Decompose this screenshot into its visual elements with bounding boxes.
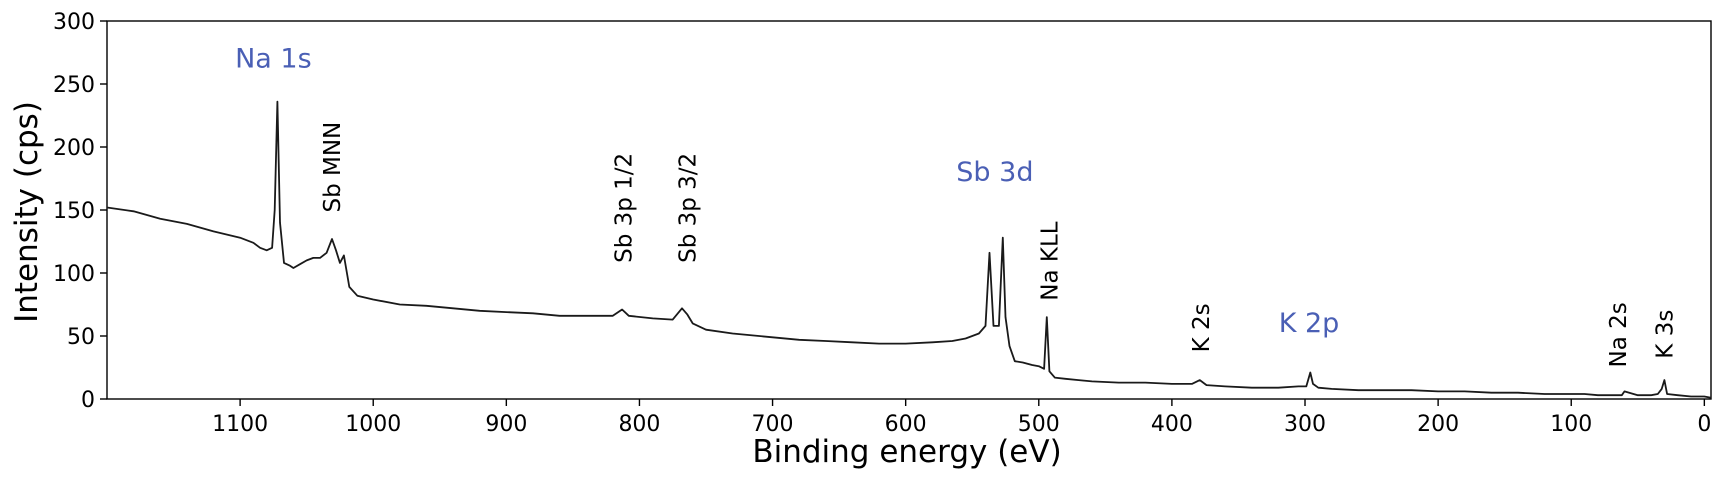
y-axis-title: Intensity (cps) [9, 101, 45, 323]
peak-annotations: Na 1s Sb MNN Sb 3p 1/2 Sb 3p 3/2 Sb 3d Na KLL… [235, 44, 1678, 368]
x-axis-title: Binding energy (eV) [752, 434, 1061, 470]
peak-label-na-kll: Na KLL [1037, 221, 1063, 301]
spectrum-line [106, 100, 1712, 399]
x-tick-label: 500 [1018, 412, 1060, 437]
peak-label-sb-3p-3-2: Sb 3p 3/2 [675, 153, 701, 263]
y-tick-label: 300 [53, 10, 95, 35]
x-tick-label: 800 [618, 412, 660, 437]
peak-label-k-2s: K 2s [1189, 303, 1215, 352]
peak-label-k-3s: K 3s [1652, 310, 1678, 359]
x-tick-label: 0 [1697, 412, 1711, 437]
y-tick-label: 200 [53, 136, 95, 161]
peak-label-na-1s: Na 1s [235, 44, 312, 75]
x-tick-label: 700 [752, 412, 794, 437]
peak-label-sb-mnn: Sb MNN [320, 122, 346, 213]
plot-border [106, 20, 1712, 400]
x-tick-label: 1000 [345, 412, 401, 437]
y-axis: 0 50 100 150 200 250 300 [53, 10, 107, 413]
x-tick-label: 1100 [212, 412, 268, 437]
peak-label-na-2s: Na 2s [1606, 302, 1632, 367]
y-tick-label: 100 [53, 262, 95, 287]
plot-frame [106, 20, 1712, 400]
x-tick-label: 600 [885, 412, 927, 437]
x-axis: 1100 1000 900 800 700 600 500 400 300 200 100 0 [212, 399, 1711, 437]
peak-label-k-2p: K 2p [1279, 308, 1340, 339]
x-tick-label: 400 [1151, 412, 1193, 437]
x-tick-label: 200 [1417, 412, 1459, 437]
peak-label-sb-3d: Sb 3d [956, 157, 1033, 188]
y-tick-label: 150 [53, 199, 95, 224]
x-tick-label: 900 [485, 412, 527, 437]
y-tick-label: 50 [67, 325, 95, 350]
y-tick-label: 250 [53, 73, 95, 98]
peak-label-sb-3p-1-2: Sb 3p 1/2 [612, 153, 638, 263]
x-tick-label: 300 [1284, 412, 1326, 437]
y-tick-label: 0 [81, 388, 95, 413]
x-tick-label: 100 [1550, 412, 1592, 437]
